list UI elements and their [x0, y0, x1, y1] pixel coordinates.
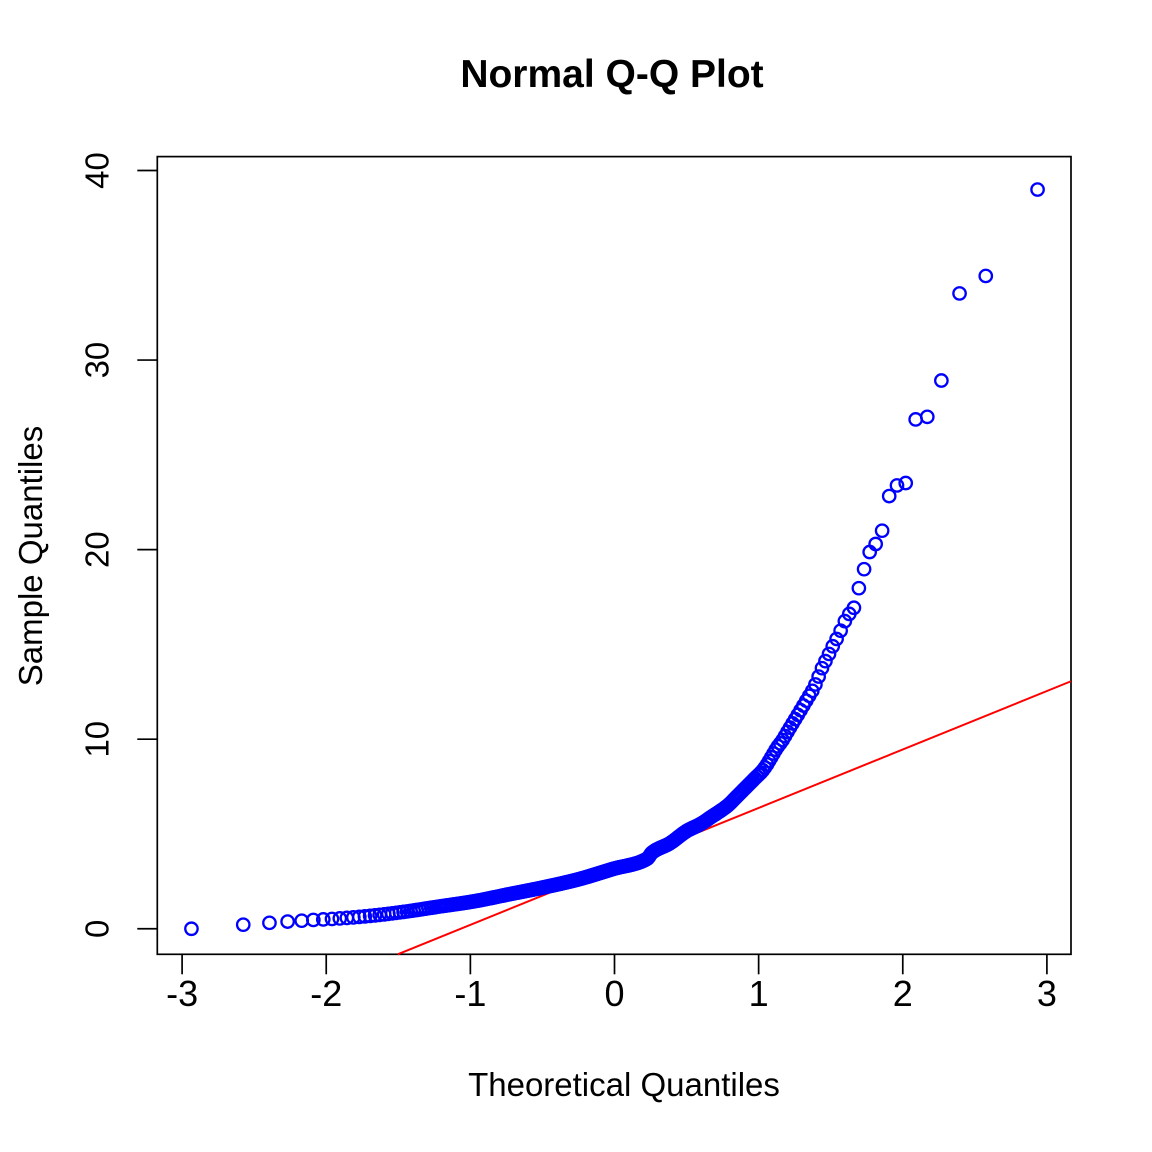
svg-text:0: 0: [604, 973, 624, 1014]
svg-text:40: 40: [79, 152, 116, 189]
svg-text:-2: -2: [310, 973, 342, 1014]
svg-text:-3: -3: [166, 973, 198, 1014]
svg-text:30: 30: [79, 342, 116, 379]
svg-text:10: 10: [79, 721, 116, 758]
svg-text:Theoretical Quantiles: Theoretical Quantiles: [468, 1066, 780, 1103]
svg-text:1: 1: [749, 973, 769, 1014]
svg-text:Normal Q-Q Plot: Normal Q-Q Plot: [460, 53, 763, 96]
svg-text:3: 3: [1037, 973, 1057, 1014]
svg-text:0: 0: [79, 920, 116, 938]
svg-text:Sample Quantiles: Sample Quantiles: [12, 426, 49, 686]
svg-text:2: 2: [893, 973, 913, 1014]
svg-text:-1: -1: [454, 973, 486, 1014]
svg-text:20: 20: [79, 531, 116, 568]
